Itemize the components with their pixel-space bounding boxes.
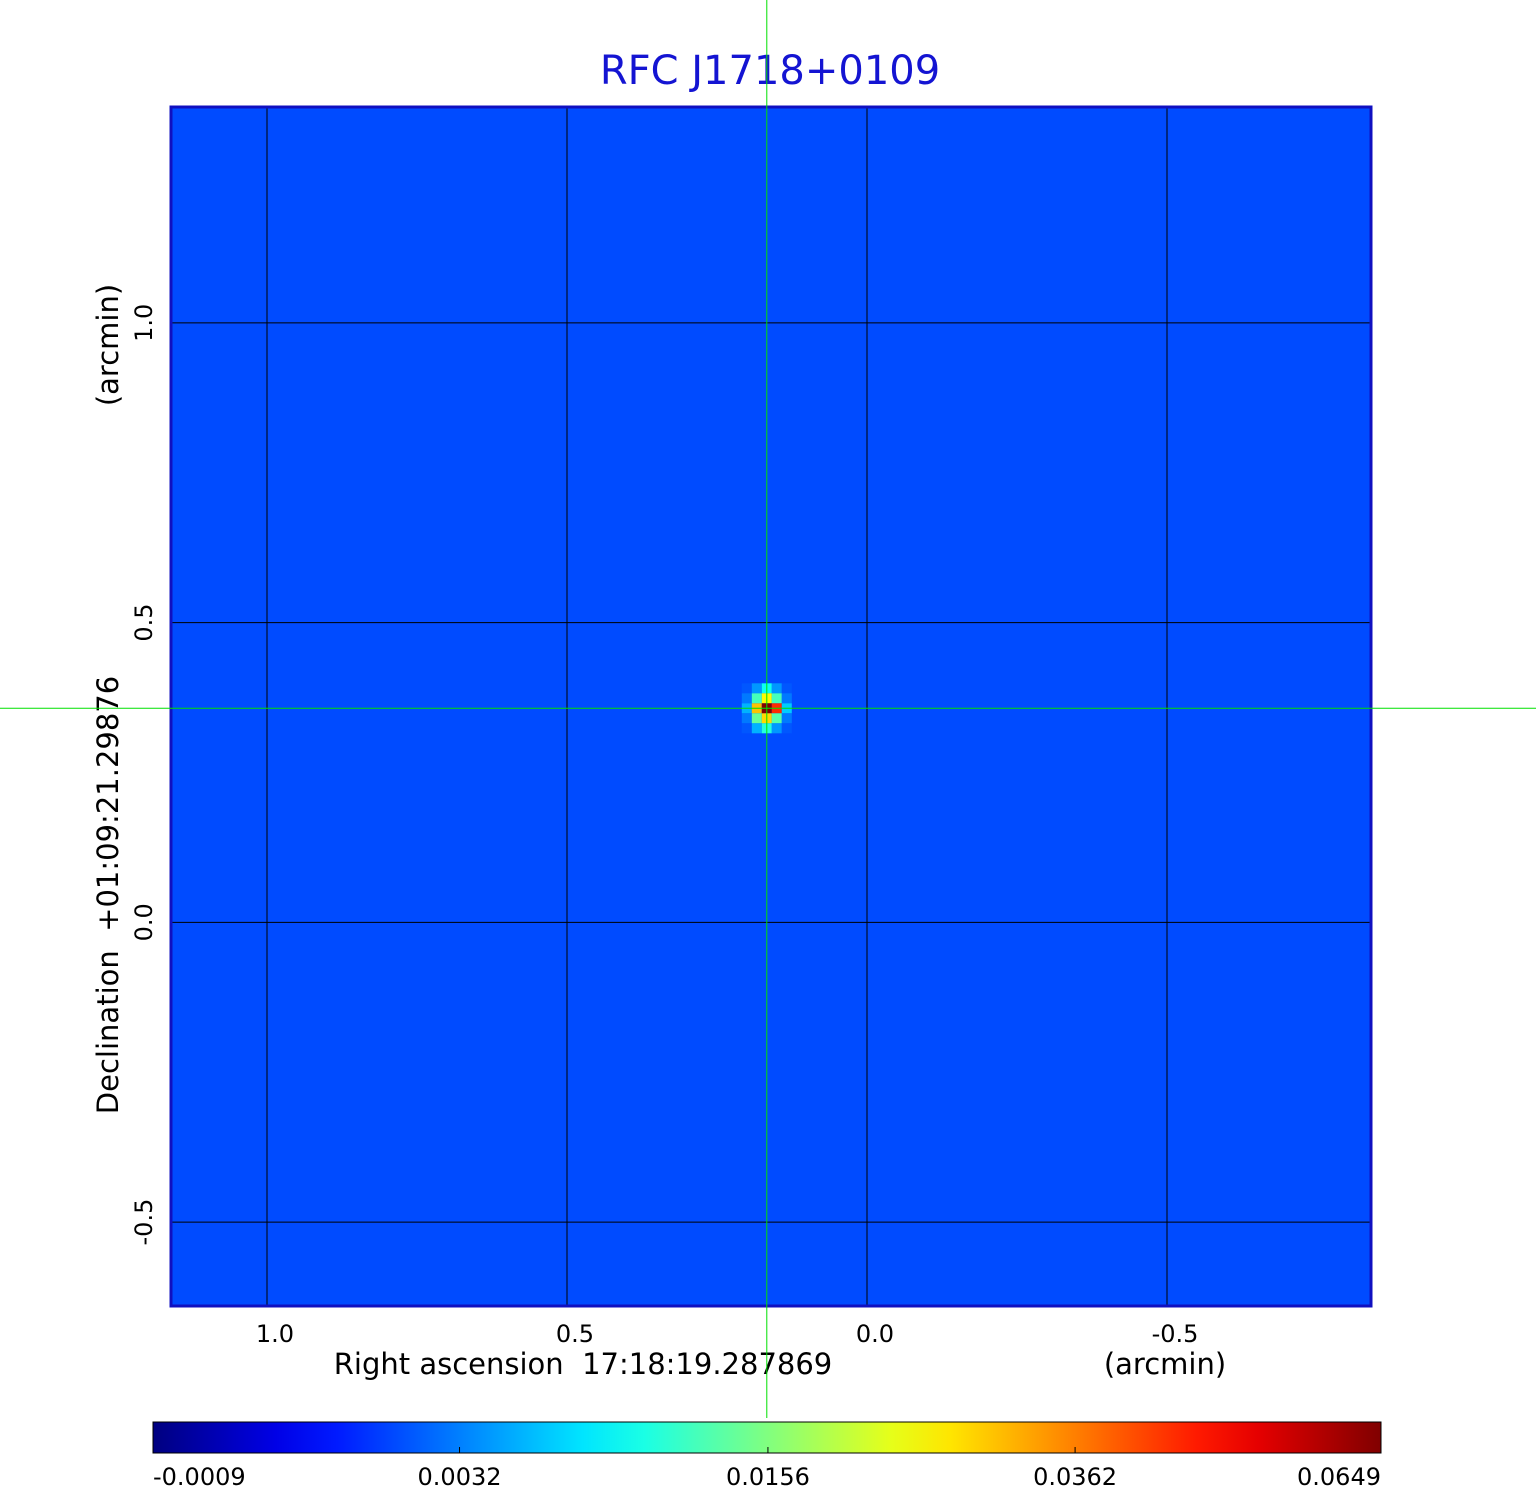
colorbar-tick-label: 0.0362	[1033, 1463, 1117, 1491]
colorbar-tick-label: -0.0009	[153, 1463, 246, 1491]
x-tick-label: 1.0	[256, 1320, 294, 1348]
y-axis-unit: (arcmin)	[91, 284, 125, 406]
colorbar-tick-label: 0.0032	[418, 1463, 502, 1491]
y-tick-label: 0.5	[130, 603, 158, 641]
pixel	[771, 693, 782, 704]
pixel	[741, 723, 752, 734]
pixel	[781, 723, 792, 734]
pixel	[741, 683, 752, 694]
pixel	[781, 683, 792, 694]
pixel	[741, 713, 752, 724]
pixel	[771, 713, 782, 724]
pixel	[751, 723, 762, 734]
colorbar-tick-label: 0.0156	[726, 1463, 810, 1491]
colorbar	[152, 1421, 1382, 1454]
chart-title: RFC J1718+0109	[600, 48, 940, 94]
x-tick-label: 0.0	[856, 1320, 894, 1348]
y-axis-label: Declination +01:09:21.29876	[91, 676, 125, 1114]
plot-frame	[169, 105, 1373, 1308]
y-tick-label: -0.5	[130, 1199, 158, 1246]
x-tick-label: -0.5	[1152, 1320, 1199, 1348]
pixel	[751, 693, 762, 704]
pixel	[741, 693, 752, 704]
colorbar-tick-label: 0.0649	[1297, 1463, 1381, 1491]
y-tick-label: 0.0	[130, 903, 158, 941]
x-axis-label: Right ascension 17:18:19.287869	[334, 1347, 833, 1381]
pixel	[781, 713, 792, 724]
x-axis-unit: (arcmin)	[1104, 1347, 1226, 1381]
pixel	[751, 683, 762, 694]
pixel	[781, 693, 792, 704]
pixel	[751, 713, 762, 724]
y-tick-label: 1.0	[130, 304, 158, 342]
pixel	[771, 723, 782, 734]
x-tick-label: 0.5	[556, 1320, 594, 1348]
pixel	[771, 683, 782, 694]
